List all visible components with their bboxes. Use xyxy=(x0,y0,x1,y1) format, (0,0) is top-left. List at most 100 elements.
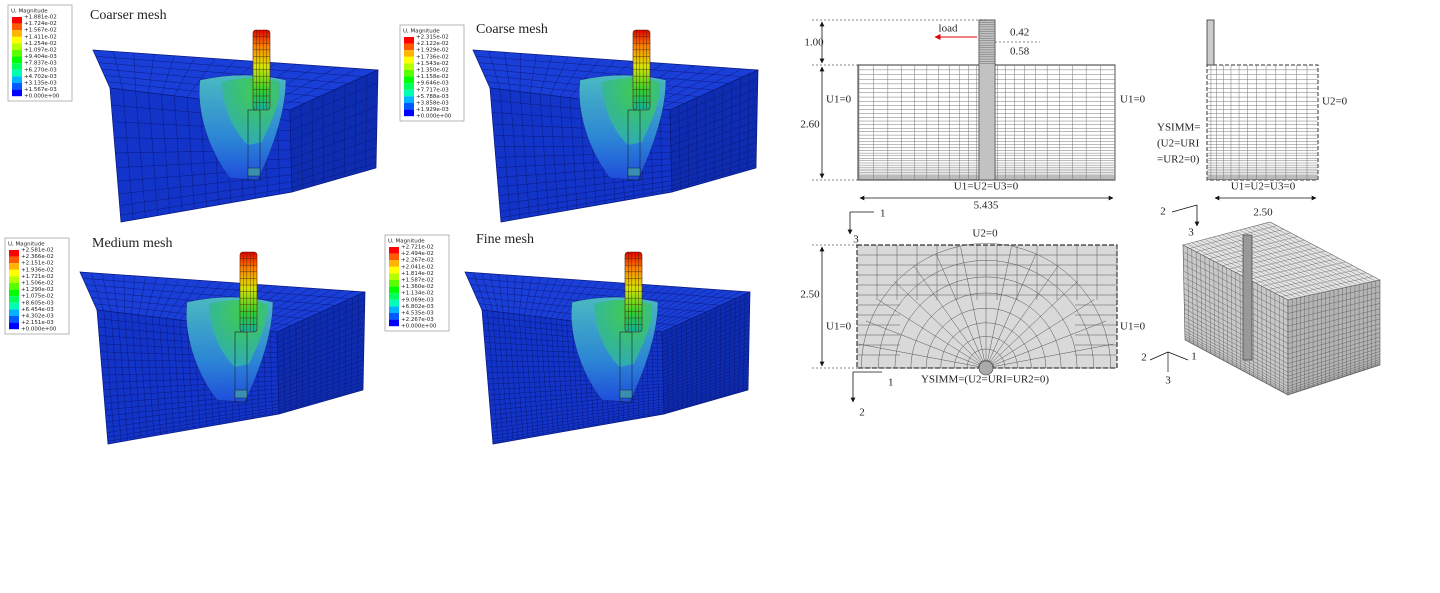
legend-value: +1.097e-02 xyxy=(24,48,57,54)
legend-swatch xyxy=(389,280,399,287)
legend-value: +9.646e-03 xyxy=(416,81,449,87)
legend-swatch xyxy=(9,250,19,257)
legend-value: +2.267e-03 xyxy=(401,317,434,323)
legend-swatch xyxy=(404,109,414,117)
legend-value: +1.254e-02 xyxy=(24,41,57,47)
legend-value: +1.411e-02 xyxy=(24,34,57,40)
pile-side xyxy=(1206,19,1215,66)
legend-swatch xyxy=(404,76,414,84)
boundary-condition: U1=0 xyxy=(826,94,852,106)
legend-title: U, Magnitude xyxy=(388,239,425,245)
legend-value: +6.802e-03 xyxy=(401,304,434,310)
legend-value: +1.360e-02 xyxy=(401,284,434,290)
legend-swatch xyxy=(12,83,22,90)
legend-swatch xyxy=(9,302,19,310)
legend-swatch xyxy=(404,63,414,70)
legend-value: +1.587e-02 xyxy=(401,278,434,284)
axis-label: 2 xyxy=(1160,206,1166,218)
legend-value: +2.721e-02 xyxy=(401,245,434,251)
legend-swatch xyxy=(9,296,19,303)
contour-panel xyxy=(472,29,759,223)
boundary-condition: YSIMM= xyxy=(1157,122,1201,134)
legend-swatch xyxy=(9,256,19,264)
legend-value: +2.315e-02 xyxy=(416,35,449,41)
legend-swatch xyxy=(12,17,22,24)
legend-value: +1.724e-02 xyxy=(24,21,57,27)
legend-swatch xyxy=(9,322,19,330)
legend-swatch xyxy=(404,96,414,103)
pile-tip xyxy=(234,389,248,399)
legend-value: +1.290e-02 xyxy=(21,287,54,293)
legend-value: +3.858e-03 xyxy=(416,101,449,107)
legend-swatch xyxy=(9,316,19,323)
panel-title: Medium mesh xyxy=(92,236,173,251)
contour-panel xyxy=(79,251,366,445)
pile-mesh xyxy=(979,20,995,180)
panel-title: Coarse mesh xyxy=(476,22,548,37)
legend-value: +4.302e-03 xyxy=(21,314,54,320)
legend-swatch xyxy=(404,83,414,90)
legend-swatch xyxy=(389,260,399,267)
boundary-condition: U1=U2=U3=0 xyxy=(954,181,1019,193)
legend-value: +9.069e-03 xyxy=(401,297,434,303)
legend-value: +1.567e-02 xyxy=(24,28,57,34)
legend-swatch xyxy=(404,56,414,64)
legend-value: +0.000e+00 xyxy=(416,114,452,120)
legend-swatch xyxy=(9,269,19,277)
legend-swatch xyxy=(12,76,22,83)
legend-value: +2.267e-02 xyxy=(401,258,434,264)
boundary-condition: U1=0 xyxy=(1120,94,1146,106)
legend-swatch xyxy=(12,36,22,44)
legend-swatch xyxy=(12,50,22,57)
legend-swatch xyxy=(404,103,414,110)
mesh-lines xyxy=(1187,222,1376,300)
legend-swatch xyxy=(389,273,399,280)
axis-label: 3 xyxy=(1165,375,1171,387)
legend-swatch xyxy=(9,289,19,297)
side-mesh xyxy=(1207,65,1318,181)
legend-value: +1.158e-02 xyxy=(416,74,449,80)
model-diagrams xyxy=(812,19,1381,402)
dimension: 2.60 xyxy=(800,119,820,131)
legend-swatch xyxy=(389,286,399,294)
legend-swatch xyxy=(389,299,399,307)
axis-label: 1 xyxy=(880,208,886,220)
dimension: 1.00 xyxy=(804,37,824,49)
legend-value: +1.736e-02 xyxy=(416,54,449,60)
dimension: 5.435 xyxy=(974,200,999,212)
axis-label: 2 xyxy=(859,407,865,419)
legend-value: +0.000e+00 xyxy=(401,324,437,330)
legend-value: +2.581e-02 xyxy=(21,248,54,254)
boundary-condition: U2=0 xyxy=(1322,96,1348,108)
legend-swatch xyxy=(9,309,19,316)
legend-swatch xyxy=(389,293,399,300)
legend-swatch xyxy=(389,266,399,274)
boundary-condition: U1=0 xyxy=(826,321,852,333)
contour-panel xyxy=(464,251,751,445)
legend-swatch xyxy=(9,276,19,283)
legend-value: +7.717e-03 xyxy=(416,87,449,93)
contour-panel xyxy=(92,29,379,223)
legend-swatch xyxy=(404,70,414,77)
legend-swatch xyxy=(389,253,399,261)
mesh-lines xyxy=(1287,280,1381,395)
pile-mesh xyxy=(253,30,270,110)
legend-value: +1.567e-03 xyxy=(24,87,57,93)
legend-value: +6.454e-03 xyxy=(21,307,54,313)
legend-swatch xyxy=(9,263,19,270)
pile-tip xyxy=(247,167,261,177)
mesh-lines xyxy=(277,294,365,413)
legend-value: +1.929e-02 xyxy=(416,48,449,54)
legend-swatch xyxy=(404,43,414,51)
axis-label: 1 xyxy=(888,377,894,389)
axis-triad xyxy=(1171,204,1197,226)
legend-value: +8.605e-03 xyxy=(21,300,54,306)
legend-value: +2.366e-02 xyxy=(21,254,54,260)
soil-plan xyxy=(856,244,1118,369)
axis-label: 2 xyxy=(1141,352,1147,364)
legend-value: +2.151e-02 xyxy=(21,261,54,267)
legend-swatch xyxy=(404,50,414,57)
dimension: 0.58 xyxy=(1010,46,1030,58)
pile-mesh xyxy=(633,30,650,110)
